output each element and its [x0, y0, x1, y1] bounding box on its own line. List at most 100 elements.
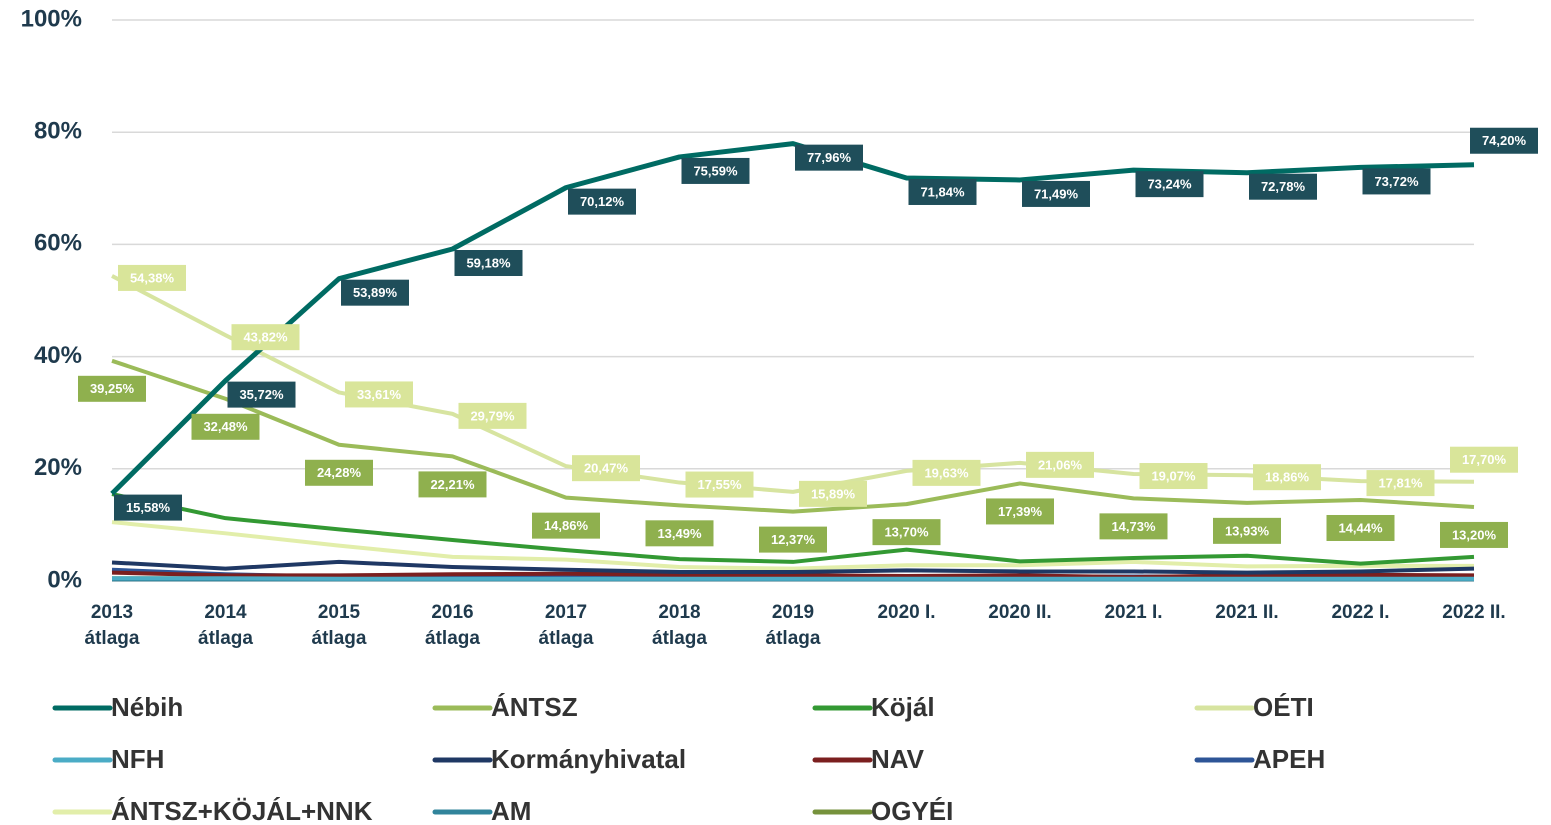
data-label-text: 15,58% — [126, 500, 171, 515]
data-label-box — [872, 519, 941, 546]
data-label-text: 17,81% — [1378, 476, 1423, 491]
data-label: 43,82% — [231, 324, 300, 351]
data-label-box — [795, 144, 863, 171]
data-label: 12,37% — [759, 526, 827, 553]
data-label-text: 33,61% — [357, 387, 402, 402]
data-label: 53,89% — [341, 279, 409, 306]
y-tick-label: 100% — [21, 5, 82, 32]
data-label: 14,86% — [532, 512, 600, 539]
data-label-text: 54,38% — [130, 270, 175, 285]
data-label-text: 71,84% — [920, 184, 965, 199]
legend-label: APEH — [1253, 744, 1325, 774]
x-tick-label: 2022 I. — [1331, 602, 1390, 623]
y-tick-label: 60% — [34, 230, 82, 257]
data-label-text: 19,63% — [924, 465, 969, 480]
data-label-box — [799, 480, 867, 507]
data-label: 29,79% — [458, 402, 527, 429]
data-label: 17,55% — [685, 471, 754, 498]
x-tick-label: 2015 átlaga — [311, 602, 367, 649]
series-line — [112, 576, 1474, 581]
legend-label: Kormányhivatal — [491, 744, 686, 774]
data-label-text: 18,86% — [1265, 470, 1310, 485]
data-label-box — [118, 264, 186, 291]
data-label-text: 13,49% — [657, 526, 702, 541]
data-label-text: 14,73% — [1111, 519, 1156, 534]
data-label-text: 13,70% — [884, 525, 929, 540]
data-label: 17,70% — [1450, 446, 1518, 473]
data-label-text: 71,49% — [1034, 186, 1079, 201]
x-tick-label: 2020 II. — [988, 602, 1052, 623]
series-line — [111, 492, 1475, 566]
data-label-box — [986, 498, 1054, 525]
data-label: 74,20% — [1470, 127, 1538, 154]
data-label-box — [1026, 451, 1094, 478]
data-label: 73,72% — [1362, 168, 1431, 195]
data-label-box — [1366, 470, 1435, 497]
data-label: 13,70% — [872, 519, 941, 546]
series-line — [111, 520, 1474, 571]
series-line — [111, 570, 1475, 580]
legend-label: ÁNTSZ+KÖJÁL+NNK — [111, 796, 373, 825]
data-label: 39,25% — [78, 375, 146, 402]
data-label-text: 74,20% — [1482, 133, 1527, 148]
x-tick-label: 2013 átlaga — [84, 602, 140, 649]
data-label: 59,18% — [454, 250, 523, 277]
data-label: 17,81% — [1366, 470, 1435, 497]
series-line — [111, 559, 1475, 575]
data-label-text: 72,78% — [1261, 179, 1306, 194]
data-label-box — [1326, 514, 1395, 541]
data-label-text: 35,72% — [239, 387, 284, 402]
x-tick-label: 2020 I. — [877, 602, 936, 623]
data-label-box — [908, 178, 977, 205]
data-label-box — [78, 375, 146, 402]
series-line — [111, 274, 1475, 494]
data-label-box — [912, 459, 981, 486]
data-label: 70,12% — [568, 188, 636, 215]
legend-label: NAV — [871, 744, 925, 774]
legend-label: OÉTI — [1253, 692, 1314, 722]
legend-label: NFH — [111, 744, 164, 774]
data-label: 72,78% — [1249, 173, 1317, 200]
data-label: 18,86% — [1253, 464, 1321, 491]
y-tick-label: 40% — [34, 342, 82, 369]
data-label-text: 12,37% — [771, 532, 816, 547]
data-label-text: 17,70% — [1462, 452, 1507, 467]
data-label-text: 73,72% — [1374, 174, 1419, 189]
data-label-text: 17,55% — [697, 477, 742, 492]
data-label: 77,96% — [795, 144, 863, 171]
data-label-box — [305, 459, 373, 486]
data-label-text: 19,07% — [1151, 468, 1196, 483]
x-tick-label: 2014 átlaga — [198, 602, 253, 649]
data-label-text: 43,82% — [243, 330, 288, 345]
y-tick-label: 80% — [34, 118, 82, 145]
data-label-text: 70,12% — [580, 194, 625, 209]
data-label-box — [454, 250, 523, 277]
data-label-box — [532, 512, 600, 539]
data-label-text: 73,24% — [1147, 177, 1192, 192]
data-label-text: 32,48% — [203, 419, 248, 434]
data-label: 20,47% — [572, 455, 640, 482]
data-label: 19,63% — [912, 459, 981, 486]
legend-label: ÁNTSZ — [491, 692, 578, 722]
data-label-text: 14,86% — [544, 518, 589, 533]
data-label-box — [759, 526, 827, 553]
data-label: 13,20% — [1440, 521, 1508, 548]
data-label: 24,28% — [305, 459, 373, 486]
data-label: 15,58% — [114, 494, 182, 521]
data-label-text: 59,18% — [466, 255, 511, 270]
data-label: 32,48% — [191, 413, 260, 440]
data-label-text: 14,44% — [1338, 520, 1383, 535]
data-label: 22,21% — [418, 471, 487, 498]
data-label-box — [1470, 127, 1538, 154]
data-label-box — [418, 471, 487, 498]
data-label-box — [1099, 513, 1168, 540]
data-label-box — [645, 520, 714, 547]
series-line — [111, 358, 1475, 514]
data-label-box — [227, 381, 296, 408]
series-line — [110, 141, 1475, 496]
legend-label: Köjál — [871, 692, 935, 722]
data-label-text: 21,06% — [1038, 457, 1083, 472]
data-label: 15,89% — [799, 480, 867, 507]
